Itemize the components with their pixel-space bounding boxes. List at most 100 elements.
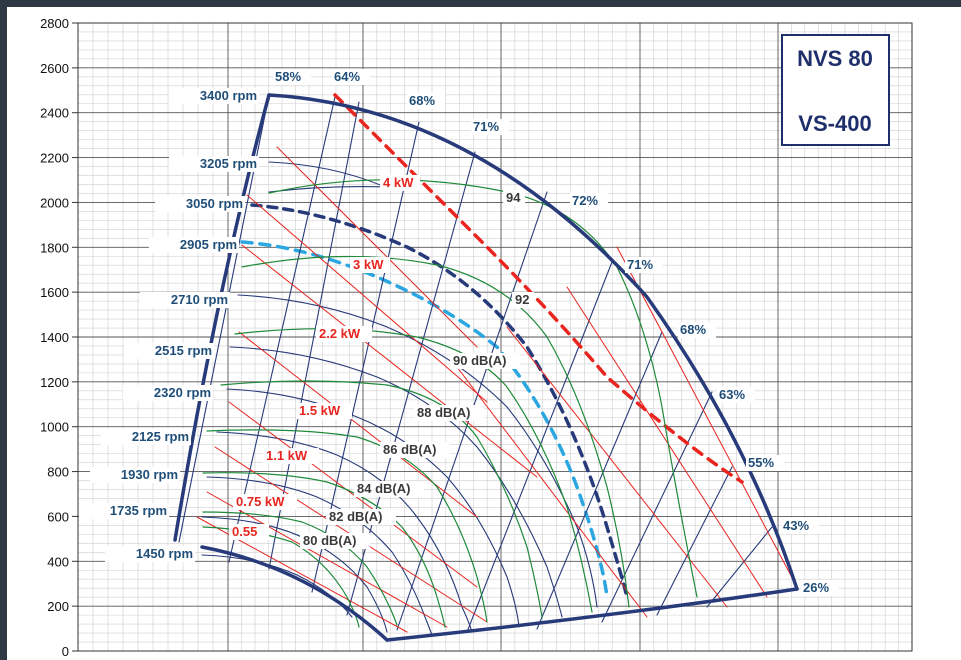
- efficiency-label: 26%: [803, 580, 829, 595]
- rpm-label: 2515 rpm: [155, 343, 212, 358]
- noise-label: 84 dB(A): [357, 481, 410, 496]
- rpm-label: 2125 rpm: [132, 429, 189, 444]
- y-axis-ticks: 0 200 400 600 800 1000 1200 1400 1600 1800 2000 220…: [40, 16, 78, 659]
- noise-label-bg: [503, 190, 525, 206]
- efficiency-label-bg: [678, 322, 716, 338]
- y-tick-label: 200: [47, 599, 69, 614]
- power-line-4kw: [333, 93, 744, 484]
- y-tick-label: 800: [47, 465, 69, 480]
- noise-label-bg: [450, 353, 520, 369]
- efficiency-line: [706, 526, 773, 608]
- power-label: 2.2 kW: [319, 326, 361, 341]
- noise-label-bg: [512, 292, 534, 308]
- rpm-curve: [268, 161, 393, 191]
- y-tick-label: 400: [47, 554, 69, 569]
- efficiency-line: [536, 331, 663, 630]
- y-tick-label: 1400: [40, 330, 69, 345]
- power-line: [241, 244, 538, 478]
- model-label-vs: VS-400: [798, 111, 871, 136]
- power-label: 0.75 kW: [236, 494, 285, 509]
- efficiency-label-bg: [801, 580, 839, 596]
- rpm-label-bg: [124, 343, 214, 359]
- rpm-curve: [226, 388, 520, 628]
- rpm-curve: [201, 516, 388, 633]
- y-tick-label: 1600: [40, 285, 69, 300]
- efficiency-line: [466, 261, 613, 633]
- rpm-label: 1735 rpm: [110, 503, 167, 518]
- efficiency-label-bg: [625, 257, 663, 273]
- power-label: 3 kW: [353, 257, 384, 272]
- efficiency-line: [656, 466, 733, 616]
- rpm-label-bg: [90, 467, 180, 483]
- rpm-curve: [201, 554, 353, 618]
- y-tick-label: 2600: [40, 61, 69, 76]
- rpm-label-bg: [101, 429, 191, 445]
- y-tick-label: 1800: [40, 240, 69, 255]
- rpm-label-bg: [169, 88, 259, 104]
- noise-label-bg: [354, 481, 424, 497]
- rpm-label-bg: [155, 196, 245, 212]
- efficiency-label: 71%: [473, 119, 499, 134]
- power-label: 1.1 kW: [266, 448, 308, 463]
- rpm-label: 1450 rpm: [136, 546, 193, 561]
- rpm-curve: [229, 346, 563, 618]
- power-line: [238, 331, 478, 518]
- rpm-curve-3050: [250, 203, 629, 599]
- rpm-label-bg: [149, 237, 239, 253]
- rpm-label-bg: [123, 385, 213, 401]
- efficiency-label-bg: [746, 455, 784, 471]
- noise-label: 92: [515, 292, 529, 307]
- efficiency-label-bg: [273, 69, 311, 85]
- rpm-label-bg: [140, 292, 230, 308]
- power-label-bg: [263, 448, 319, 464]
- y-tick-label: 1200: [40, 375, 69, 390]
- outline-left-bottom: [200, 545, 389, 642]
- power-line: [566, 286, 768, 598]
- noise-label-bg: [300, 533, 370, 549]
- rpm-label: 1930 rpm: [121, 467, 178, 482]
- efficiency-line: [601, 391, 713, 623]
- model-label-nvs: NVS 80: [797, 46, 873, 71]
- y-tick-label: 2000: [40, 195, 69, 210]
- noise-label: 90 dB(A): [453, 353, 506, 368]
- y-tick-label: 2200: [40, 151, 69, 166]
- power-label: 0.55: [232, 524, 257, 539]
- efficiency-label: 58%: [275, 69, 301, 84]
- power-line: [616, 246, 798, 588]
- noise-label-bg: [326, 509, 396, 525]
- efficiency-label: 55%: [748, 455, 774, 470]
- rpm-curve: [206, 476, 433, 636]
- noise-curve: [241, 255, 630, 608]
- power-label-bg: [229, 524, 269, 540]
- noise-label: 86 dB(A): [383, 442, 436, 457]
- y-tick-label: 1000: [40, 420, 69, 435]
- rpm-label: 3205 rpm: [200, 156, 257, 171]
- rpm-label-bg: [79, 503, 169, 519]
- rpm-label: 2320 rpm: [154, 385, 211, 400]
- rpm-label-bg: [169, 156, 259, 172]
- rpm-curve-2905: [240, 240, 609, 599]
- power-label-bg: [380, 175, 420, 191]
- power-line: [228, 401, 478, 588]
- efficiency-label-bg: [781, 518, 819, 534]
- power-label-bg: [350, 257, 390, 273]
- y-tick-label: 0: [62, 644, 69, 659]
- y-tick-label: 2400: [40, 106, 69, 121]
- rpm-label: 3050 rpm: [186, 196, 243, 211]
- noise-label-bg: [380, 442, 450, 458]
- noise-label: 82 dB(A): [329, 509, 382, 524]
- power-label-bg: [296, 403, 352, 419]
- outline-bottom: [385, 587, 799, 642]
- rpm-label-bg: [105, 546, 195, 562]
- power-label-bg: [316, 326, 372, 342]
- efficiency-label-bg: [471, 119, 509, 135]
- efficiency-label: 68%: [680, 322, 706, 337]
- noise-curve: [206, 429, 488, 623]
- power-line: [456, 366, 648, 618]
- rpm-label: 2710 rpm: [171, 292, 228, 307]
- rpm-label: 2905 rpm: [180, 237, 237, 252]
- noise-label: 80 dB(A): [303, 533, 356, 548]
- power-line: [276, 146, 478, 348]
- model-box: NVS 80 VS-400: [781, 34, 890, 146]
- fan-performance-chart: 0 200 400 600 800 1000 1200 1400 1600 1800 2000 220…: [40, 16, 913, 659]
